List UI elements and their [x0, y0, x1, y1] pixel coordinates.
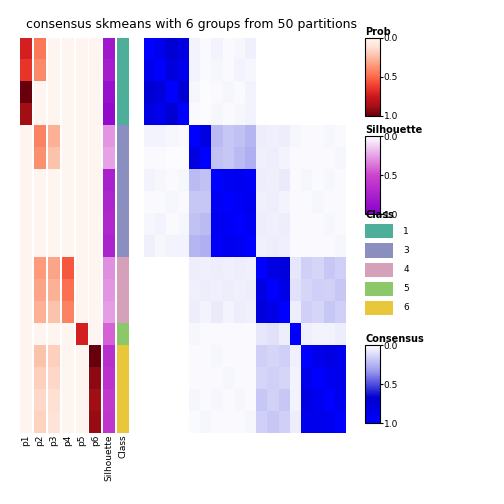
- Text: 1: 1: [403, 227, 409, 236]
- FancyBboxPatch shape: [365, 224, 393, 238]
- FancyBboxPatch shape: [365, 243, 393, 258]
- Text: 4: 4: [403, 265, 409, 274]
- Text: 3: 3: [403, 246, 409, 255]
- Text: Class: Class: [365, 210, 394, 220]
- Text: Prob: Prob: [365, 27, 391, 37]
- Text: Silhouette: Silhouette: [365, 125, 423, 135]
- X-axis label: p1: p1: [22, 435, 31, 447]
- Text: 6: 6: [403, 303, 409, 312]
- X-axis label: p3: p3: [49, 435, 58, 447]
- Text: Consensus: Consensus: [365, 335, 424, 344]
- FancyBboxPatch shape: [365, 263, 393, 277]
- FancyBboxPatch shape: [365, 301, 393, 315]
- X-axis label: p6: p6: [91, 435, 100, 447]
- X-axis label: Silhouette: Silhouette: [105, 435, 114, 481]
- Text: 5: 5: [403, 284, 409, 293]
- X-axis label: p2: p2: [35, 435, 44, 446]
- X-axis label: Class: Class: [118, 435, 128, 459]
- X-axis label: p4: p4: [63, 435, 72, 446]
- X-axis label: p5: p5: [77, 435, 86, 447]
- Text: consensus skmeans with 6 groups from 50 partitions: consensus skmeans with 6 groups from 50 …: [26, 18, 357, 31]
- FancyBboxPatch shape: [365, 282, 393, 296]
